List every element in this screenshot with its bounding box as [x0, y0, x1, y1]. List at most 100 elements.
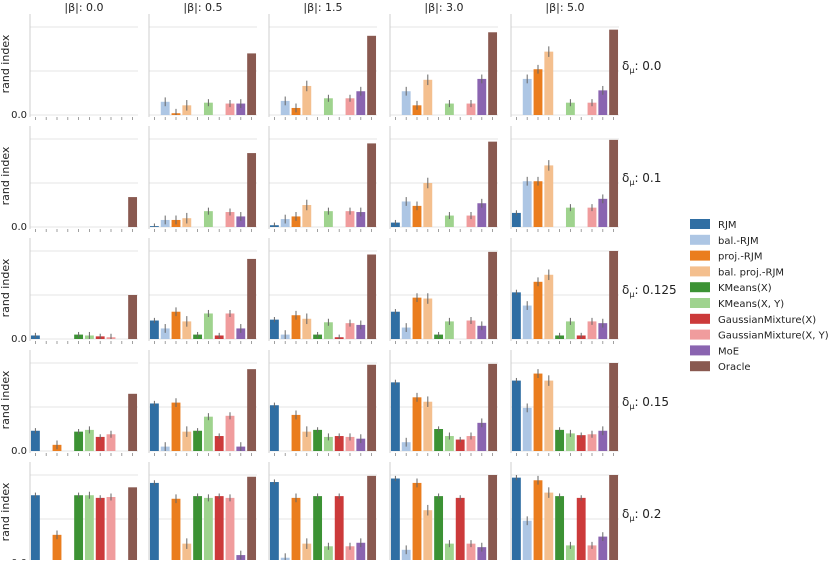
bar-1-3-9: [488, 141, 498, 227]
bar-3-4-8: [598, 430, 608, 451]
bar-2-1-9: [247, 258, 257, 339]
bar-2-1-1: [160, 328, 170, 339]
bar-0-4-8: [598, 90, 608, 115]
bar-3-2-7: [345, 436, 355, 451]
legend-swatch-1: [690, 234, 710, 245]
bar-3-0-5: [84, 429, 94, 451]
legend-label-2: proj.-RJM: [718, 252, 762, 263]
bar-0-3-1: [401, 91, 411, 115]
bar-1-4-1: [522, 181, 532, 227]
bar-2-4-1: [522, 305, 532, 339]
bar-4-1-5: [203, 497, 213, 563]
bar-2-3-3: [423, 298, 433, 339]
bar-1-0-9: [128, 197, 138, 227]
bar-4-4-3: [544, 492, 554, 563]
row-label-3: δμ: 0.15: [622, 395, 669, 411]
bar-3-4-2: [533, 373, 543, 451]
bar-2-4-7: [587, 321, 597, 339]
bar-4-0-9: [128, 487, 138, 563]
bar-0-1-8: [236, 103, 246, 115]
bar-4-2-6: [334, 496, 344, 563]
bar-2-1-3: [182, 321, 192, 339]
bar-1-2-8: [356, 212, 366, 227]
bar-3-2-3: [302, 431, 312, 451]
bar-4-2-2: [291, 497, 301, 563]
bar-2-1-0: [149, 320, 159, 339]
bar-0-3-3: [423, 79, 433, 115]
bar-3-4-4: [555, 429, 565, 451]
bar-1-4-0: [511, 212, 521, 227]
bar-2-2-5: [323, 322, 333, 339]
bar-1-4-8: [598, 198, 608, 227]
bar-3-2-0: [269, 405, 279, 451]
bar-4-1-2: [171, 498, 181, 563]
bar-1-3-2: [412, 205, 422, 227]
bar-0-1-7: [225, 103, 235, 115]
bar-4-4-9: [609, 475, 619, 563]
bar-3-4-7: [587, 434, 597, 451]
bar-3-1-5: [203, 416, 213, 451]
bar-4-4-4: [555, 496, 565, 563]
bar-1-4-2: [533, 181, 543, 227]
bar-0-3-5: [444, 103, 454, 115]
bar-3-3-8: [477, 422, 487, 451]
bar-4-4-2: [533, 480, 543, 563]
bar-0-1-9: [247, 53, 257, 115]
bar-4-1-4: [193, 496, 203, 563]
bar-3-1-9: [247, 369, 257, 451]
legend-label-4: KMeans(X): [718, 283, 772, 294]
bar-0-2-3: [302, 85, 312, 115]
y-tick-label-3-0: 0.0: [11, 446, 27, 457]
column-title-1: |β|: 0.5: [183, 1, 222, 14]
bar-0-3-2: [412, 105, 422, 115]
y-axis-label-0: rand index: [0, 34, 12, 93]
bar-3-4-5: [565, 433, 575, 451]
bar-2-3-1: [401, 327, 411, 339]
bar-1-3-5: [444, 215, 454, 227]
bar-2-2-2: [291, 315, 301, 339]
bar-0-3-7: [466, 103, 476, 115]
bar-2-3-5: [444, 321, 454, 339]
bar-3-2-5: [323, 436, 333, 451]
bar-2-3-9: [488, 251, 498, 339]
bar-2-1-5: [203, 313, 213, 339]
bar-2-2-9: [367, 254, 377, 339]
bar-0-1-5: [203, 102, 213, 115]
bar-4-0-2: [52, 534, 62, 563]
bar-1-3-1: [401, 201, 411, 227]
bar-2-3-0: [390, 311, 400, 339]
bar-1-1-8: [236, 216, 246, 227]
bar-2-3-7: [466, 320, 476, 339]
bar-1-4-5: [565, 207, 575, 227]
y-axis-label-3: rand index: [0, 370, 12, 429]
bar-3-4-9: [609, 363, 619, 451]
bar-3-1-6: [214, 436, 224, 451]
bar-2-2-7: [345, 323, 355, 339]
bar-3-1-0: [149, 403, 159, 451]
bar-3-3-4: [434, 429, 444, 451]
bar-4-1-6: [214, 496, 224, 563]
legend-swatch-2: [690, 250, 710, 261]
bar-4-3-5: [444, 543, 454, 563]
legend-label-7: GaussianMixture(X, Y): [718, 331, 829, 342]
bar-4-4-0: [511, 477, 521, 563]
bar-3-4-3: [544, 380, 554, 451]
bar-3-0-6: [95, 436, 105, 451]
bar-4-3-4: [434, 496, 444, 563]
bar-0-2-5: [323, 98, 333, 115]
legend-label-0: RJM: [718, 220, 737, 231]
bar-0-3-9: [488, 32, 498, 115]
bar-4-1-7: [225, 497, 235, 563]
bar-2-4-8: [598, 323, 608, 339]
bar-4-3-6: [455, 497, 465, 563]
bar-0-2-9: [367, 35, 377, 115]
column-title-4: |β|: 5.0: [545, 1, 584, 14]
bar-4-4-1: [522, 520, 532, 563]
legend-swatch-6: [690, 313, 710, 324]
bar-0-4-9: [609, 29, 619, 115]
legend-label-1: bal.-RJM: [718, 236, 759, 247]
bar-2-4-2: [533, 281, 543, 339]
y-axis-label-2: rand index: [0, 258, 12, 317]
column-title-3: |β|: 3.0: [424, 1, 463, 14]
bar-4-4-8: [598, 536, 608, 563]
